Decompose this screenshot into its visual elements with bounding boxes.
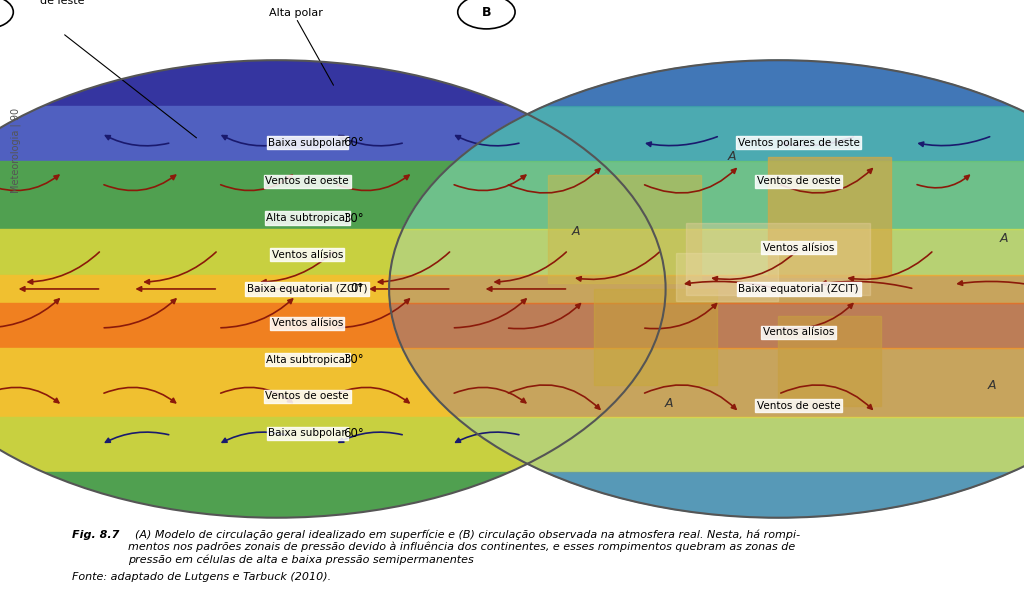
Text: Ventos alísios: Ventos alísios: [763, 243, 835, 253]
Bar: [0, 161, 666, 229]
Text: Alta subtropical: Alta subtropical: [266, 213, 348, 223]
Bar: [389, 60, 1024, 106]
Circle shape: [0, 0, 13, 29]
Bar: [676, 253, 778, 301]
Text: Ventos de oeste: Ventos de oeste: [757, 176, 841, 187]
Bar: [389, 303, 1024, 349]
Bar: [768, 157, 891, 277]
Text: Fig. 8.7: Fig. 8.7: [72, 530, 119, 540]
Text: (A) Modelo de circulação geral idealizado em superfície e (B) circulação observa: (A) Modelo de circulação geral idealizad…: [128, 530, 800, 565]
Text: 60°: 60°: [343, 136, 364, 149]
Text: Ventos de oeste: Ventos de oeste: [757, 400, 841, 411]
Bar: [389, 275, 1024, 303]
Bar: [594, 289, 717, 385]
Text: A: A: [988, 379, 996, 391]
Text: Alta polar: Alta polar: [269, 8, 323, 18]
Bar: [0, 60, 666, 106]
Text: Meteorologia | 90: Meteorologia | 90: [10, 108, 20, 193]
Text: 60°: 60°: [343, 427, 364, 439]
Text: A: A: [665, 397, 674, 410]
Text: Baixa equatorial (ZCIT): Baixa equatorial (ZCIT): [247, 284, 368, 294]
Circle shape: [458, 0, 515, 29]
Text: Ventos alísios: Ventos alísios: [271, 250, 343, 259]
Text: Ventos polares
de leste: Ventos polares de leste: [22, 0, 103, 6]
Bar: [0, 303, 666, 349]
Text: 30°: 30°: [343, 353, 364, 367]
Bar: [389, 106, 1024, 161]
Bar: [389, 349, 1024, 417]
Text: A: A: [999, 232, 1009, 245]
Text: Ventos de oeste: Ventos de oeste: [265, 391, 349, 402]
Bar: [0, 229, 666, 275]
Text: 0°: 0°: [350, 282, 364, 296]
Bar: [0, 417, 666, 472]
Text: Baixa equatorial (ZCIT): Baixa equatorial (ZCIT): [738, 284, 859, 294]
Text: Ventos polares de leste: Ventos polares de leste: [737, 137, 860, 147]
Bar: [548, 175, 701, 283]
Text: B: B: [481, 5, 492, 19]
Bar: [0, 275, 666, 303]
Bar: [389, 161, 1024, 229]
Text: Ventos alísios: Ventos alísios: [271, 318, 343, 328]
Text: Baixa subpolar: Baixa subpolar: [268, 428, 346, 438]
Bar: [0, 349, 666, 417]
Bar: [389, 472, 1024, 518]
Bar: [389, 417, 1024, 472]
Text: A: A: [727, 150, 736, 163]
Bar: [686, 223, 870, 295]
Text: Ventos alísios: Ventos alísios: [763, 327, 835, 338]
Bar: [778, 316, 881, 406]
Text: Ventos de oeste: Ventos de oeste: [265, 176, 349, 187]
Bar: [0, 472, 666, 518]
Bar: [389, 229, 1024, 275]
Text: Fonte: adaptado de Lutgens e Tarbuck (2010).: Fonte: adaptado de Lutgens e Tarbuck (20…: [72, 572, 331, 582]
Circle shape: [389, 60, 1024, 518]
Text: Baixa subpolar: Baixa subpolar: [268, 137, 346, 147]
Text: Alta subtropical: Alta subtropical: [266, 355, 348, 365]
Text: A: A: [571, 225, 581, 238]
Bar: [0, 106, 666, 161]
Text: 30°: 30°: [343, 211, 364, 225]
